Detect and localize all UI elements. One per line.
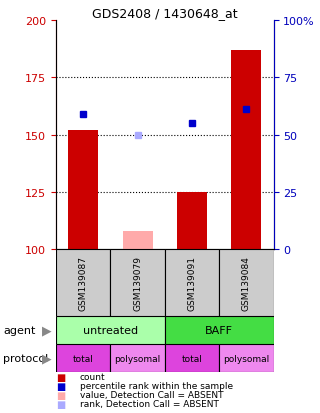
Text: protocol: protocol <box>3 354 48 363</box>
Title: GDS2408 / 1430648_at: GDS2408 / 1430648_at <box>92 7 238 19</box>
Text: ■: ■ <box>56 372 65 382</box>
Text: ■: ■ <box>56 390 65 400</box>
Text: untreated: untreated <box>83 325 138 335</box>
Text: ■: ■ <box>56 381 65 391</box>
Bar <box>56 250 110 316</box>
Text: ■: ■ <box>56 399 65 409</box>
Bar <box>123 232 153 250</box>
Bar <box>56 344 110 373</box>
Bar <box>219 344 274 373</box>
Text: rank, Detection Call = ABSENT: rank, Detection Call = ABSENT <box>80 399 219 408</box>
Text: total: total <box>181 354 203 363</box>
Bar <box>56 316 165 344</box>
Text: GSM139079: GSM139079 <box>133 256 142 310</box>
Bar <box>110 250 165 316</box>
Text: value, Detection Call = ABSENT: value, Detection Call = ABSENT <box>80 390 223 399</box>
Text: count: count <box>80 372 106 381</box>
Text: BAFF: BAFF <box>205 325 233 335</box>
Text: GSM139087: GSM139087 <box>79 256 88 310</box>
Bar <box>165 344 219 373</box>
Bar <box>219 250 274 316</box>
Text: polysomal: polysomal <box>223 354 269 363</box>
Bar <box>165 250 219 316</box>
Bar <box>110 344 165 373</box>
Text: agent: agent <box>3 325 36 335</box>
Text: GSM139084: GSM139084 <box>242 256 251 310</box>
Text: percentile rank within the sample: percentile rank within the sample <box>80 381 233 390</box>
Text: polysomal: polysomal <box>115 354 161 363</box>
Bar <box>68 131 98 250</box>
Bar <box>177 192 207 250</box>
Text: ▶: ▶ <box>42 323 51 337</box>
Text: GSM139091: GSM139091 <box>188 256 196 310</box>
Text: ▶: ▶ <box>42 352 51 365</box>
Text: total: total <box>73 354 94 363</box>
Bar <box>231 50 261 250</box>
Bar <box>165 316 274 344</box>
